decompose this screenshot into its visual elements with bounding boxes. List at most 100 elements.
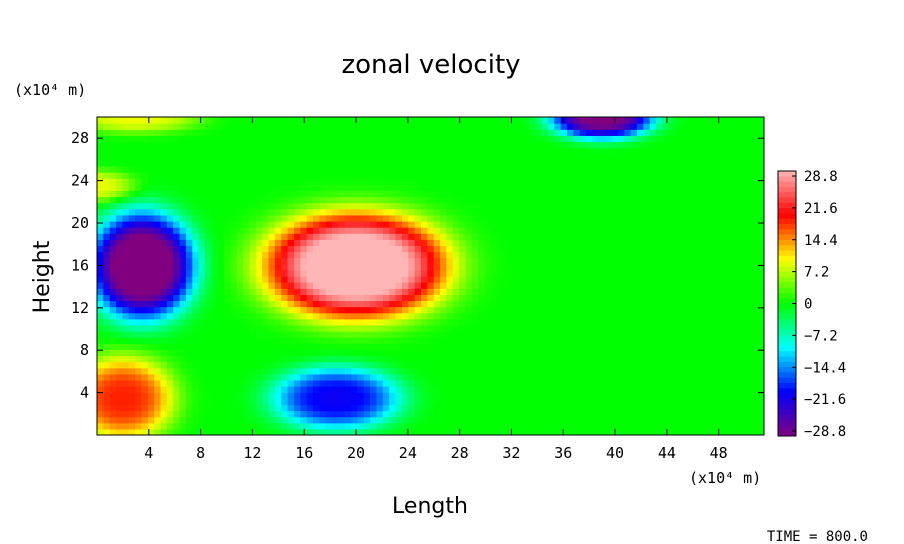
heatmap-cell (351, 410, 359, 418)
heatmap-cell (198, 288, 206, 295)
heatmap-cell (287, 355, 295, 363)
heatmap-cell (694, 251, 702, 259)
heatmap-cell (700, 337, 708, 344)
heatmap-cell (592, 288, 600, 295)
heatmap-cell (675, 337, 683, 344)
heatmap-cell (427, 422, 435, 430)
heatmap-cell (509, 416, 517, 424)
heatmap-cell (522, 379, 530, 387)
heatmap-cell (471, 337, 479, 344)
heatmap-cell (160, 263, 168, 271)
heatmap-cell (440, 386, 447, 393)
heatmap-cell (490, 196, 498, 204)
heatmap-cell (624, 276, 632, 283)
heatmap-cell (192, 159, 200, 167)
heatmap-cell (687, 318, 695, 326)
heatmap-cell (103, 178, 111, 185)
heatmap-cell (224, 331, 231, 338)
heatmap-cell (160, 196, 168, 204)
heatmap-cell (560, 233, 568, 240)
heatmap-cell (484, 245, 492, 253)
heatmap-cell (382, 331, 390, 338)
heatmap-cell (179, 190, 187, 198)
heatmap-cell (687, 300, 695, 308)
heatmap-cell (211, 288, 219, 295)
heatmap-cell (757, 300, 764, 308)
heatmap-cell (300, 324, 308, 332)
heatmap-cell (135, 159, 143, 167)
heatmap-cell (497, 361, 505, 369)
heatmap-cell (414, 324, 422, 332)
heatmap-cell (738, 318, 746, 326)
heatmap-cell (675, 386, 683, 393)
heatmap-cell (440, 324, 447, 332)
heatmap-cell (617, 343, 625, 350)
heatmap-cell (706, 331, 714, 338)
heatmap-cell (725, 153, 733, 161)
heatmap-cell (249, 294, 257, 302)
heatmap-cell (217, 416, 225, 424)
heatmap-cell (630, 159, 638, 167)
heatmap-cell (147, 343, 155, 350)
heatmap-cell (382, 196, 390, 204)
heatmap-cell (185, 331, 193, 338)
heatmap-cell (274, 208, 282, 216)
heatmap-cell (274, 165, 282, 173)
heatmap-cell (592, 337, 600, 344)
heatmap-cell (446, 379, 454, 387)
heatmap-cell (160, 257, 168, 265)
heatmap-cell (624, 172, 632, 179)
heatmap-cell (725, 257, 733, 265)
heatmap-cell (408, 202, 416, 210)
heatmap-cell (719, 306, 727, 314)
heatmap-cell (497, 245, 505, 253)
heatmap-cell (224, 190, 231, 198)
heatmap-cell (224, 172, 231, 179)
heatmap-cell (274, 343, 282, 350)
heatmap-cell (185, 276, 193, 283)
heatmap-cell (363, 318, 371, 326)
heatmap-cell (687, 190, 695, 198)
heatmap-cell (681, 257, 689, 265)
heatmap-cell (154, 300, 162, 308)
heatmap-cell (751, 245, 759, 253)
heatmap-cell (732, 214, 740, 222)
heatmap-cell (681, 282, 689, 289)
heatmap-cell (357, 276, 365, 283)
heatmap-cell (274, 178, 282, 185)
heatmap-cell (592, 269, 600, 277)
heatmap-cell (497, 318, 505, 326)
heatmap-cell (579, 428, 587, 435)
heatmap-cell (109, 288, 117, 295)
heatmap-cell (211, 428, 219, 435)
heatmap-cell (401, 288, 409, 295)
heatmap-cell (249, 392, 257, 399)
heatmap-cell (675, 349, 683, 357)
heatmap-cell (656, 282, 663, 289)
heatmap-cell (706, 312, 714, 320)
heatmap-cell (713, 172, 721, 179)
heatmap-cell (497, 312, 505, 320)
heatmap-cell (643, 306, 651, 314)
heatmap-cell (744, 288, 752, 295)
heatmap-cell (128, 208, 136, 216)
heatmap-cell (103, 318, 111, 326)
heatmap-cell (166, 410, 174, 418)
heatmap-cell (351, 202, 359, 210)
heatmap-cell (586, 282, 594, 289)
heatmap-cell (757, 416, 764, 424)
heatmap-cell (306, 294, 314, 302)
heatmap-cell (249, 202, 257, 210)
heatmap-cell (440, 318, 447, 326)
heatmap-cell (122, 178, 130, 185)
heatmap-cell (535, 263, 543, 271)
heatmap-cell (325, 318, 333, 326)
heatmap-cell (528, 318, 536, 326)
heatmap-cell (293, 306, 301, 314)
heatmap-cell (662, 410, 670, 418)
heatmap-cell (287, 379, 295, 387)
heatmap-cell (401, 251, 409, 259)
heatmap-cell (344, 239, 352, 247)
heatmap-cell (687, 379, 695, 387)
heatmap-cell (687, 251, 695, 259)
